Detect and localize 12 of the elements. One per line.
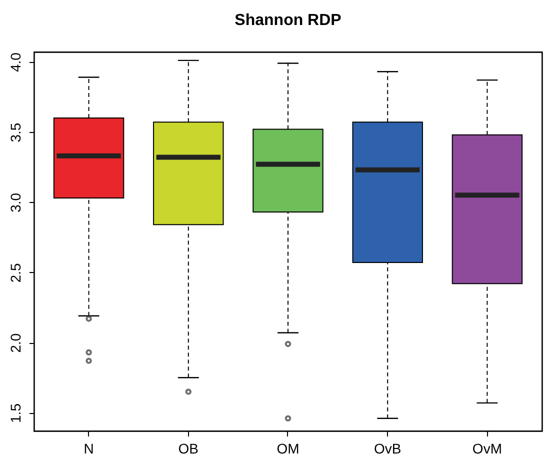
x-tick-label: N — [84, 440, 94, 456]
y-tick-label: 2.0 — [8, 333, 24, 353]
y-tick-label: 1.5 — [8, 403, 24, 423]
y-tick-label: 4.0 — [8, 52, 24, 72]
x-tick-label: OvB — [374, 440, 402, 456]
x-tick-label: OM — [276, 440, 300, 456]
y-tick-label: 3.5 — [8, 122, 24, 142]
y-tick-label: 2.5 — [8, 262, 24, 283]
x-tick-label: OvM — [472, 440, 502, 456]
y-tick-label: 3.0 — [8, 192, 24, 212]
chart-title: Shannon RDP — [234, 12, 342, 29]
x-tick-label: OB — [178, 440, 199, 456]
